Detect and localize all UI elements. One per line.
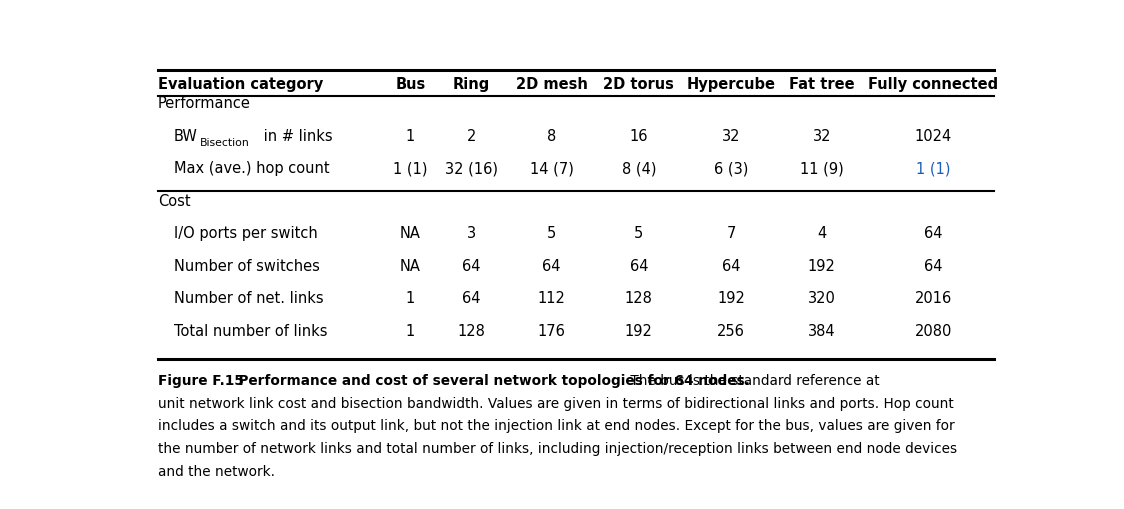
Text: 2D mesh: 2D mesh xyxy=(516,77,588,93)
Text: 8: 8 xyxy=(547,129,556,144)
Text: 1: 1 xyxy=(406,129,415,144)
Text: 1 (1): 1 (1) xyxy=(393,161,428,176)
Text: 64: 64 xyxy=(722,259,741,274)
Text: Total number of links: Total number of links xyxy=(173,324,327,339)
Text: NA: NA xyxy=(400,259,422,274)
Text: 2016: 2016 xyxy=(915,292,952,306)
Text: 6 (3): 6 (3) xyxy=(714,161,749,176)
Text: Evaluation category: Evaluation category xyxy=(157,77,324,93)
Text: 192: 192 xyxy=(808,259,835,274)
Text: Max (ave.) hop count: Max (ave.) hop count xyxy=(173,161,329,176)
Text: 32 (16): 32 (16) xyxy=(445,161,498,176)
Text: 1 (1): 1 (1) xyxy=(916,161,951,176)
Text: Performance and cost of several network topologies for 64 nodes.: Performance and cost of several network … xyxy=(229,374,750,388)
Text: 64: 64 xyxy=(543,259,561,274)
Text: includes a switch and its output link, but not the injection link at end nodes. : includes a switch and its output link, b… xyxy=(157,419,954,434)
Text: Fully connected: Fully connected xyxy=(868,77,998,93)
Text: 176: 176 xyxy=(537,324,565,339)
Text: BW: BW xyxy=(173,129,198,144)
Text: 64: 64 xyxy=(924,259,942,274)
Text: 64: 64 xyxy=(924,227,942,241)
Text: 192: 192 xyxy=(625,324,653,339)
Text: in # links: in # links xyxy=(259,129,333,144)
Text: 112: 112 xyxy=(537,292,565,306)
Text: 2: 2 xyxy=(466,129,477,144)
Text: 11 (9): 11 (9) xyxy=(800,161,844,176)
Text: Performance: Performance xyxy=(157,96,251,111)
Text: 320: 320 xyxy=(808,292,835,306)
Text: Bus: Bus xyxy=(396,77,426,93)
Text: 192: 192 xyxy=(717,292,745,306)
Text: 2D torus: 2D torus xyxy=(604,77,674,93)
Text: 32: 32 xyxy=(813,129,831,144)
Text: 384: 384 xyxy=(808,324,835,339)
Text: 32: 32 xyxy=(722,129,741,144)
Text: 3: 3 xyxy=(466,227,477,241)
Text: 1: 1 xyxy=(406,324,415,339)
Text: 64: 64 xyxy=(462,259,481,274)
Text: 128: 128 xyxy=(625,292,653,306)
Text: 8 (4): 8 (4) xyxy=(622,161,656,176)
Text: 1024: 1024 xyxy=(915,129,952,144)
Text: I/O ports per switch: I/O ports per switch xyxy=(173,227,317,241)
Text: Bisection: Bisection xyxy=(200,138,250,149)
Text: and the network.: and the network. xyxy=(157,465,275,479)
Text: 64: 64 xyxy=(462,292,481,306)
Text: 5: 5 xyxy=(634,227,643,241)
Text: Cost: Cost xyxy=(157,194,191,209)
Text: 7: 7 xyxy=(726,227,736,241)
Text: 128: 128 xyxy=(457,324,486,339)
Text: Ring: Ring xyxy=(453,77,490,93)
Text: the number of network links and total number of links, including injection/recep: the number of network links and total nu… xyxy=(157,442,957,456)
Text: Number of net. links: Number of net. links xyxy=(173,292,324,306)
Text: 2080: 2080 xyxy=(915,324,952,339)
Text: 1: 1 xyxy=(406,292,415,306)
Text: 64: 64 xyxy=(629,259,649,274)
Text: 16: 16 xyxy=(629,129,649,144)
Text: 14 (7): 14 (7) xyxy=(529,161,573,176)
Text: 4: 4 xyxy=(817,227,826,241)
Text: Figure F.15: Figure F.15 xyxy=(157,374,244,388)
Text: The bus is the standard reference at: The bus is the standard reference at xyxy=(626,374,879,388)
Text: unit network link cost and bisection bandwidth. Values are given in terms of bid: unit network link cost and bisection ban… xyxy=(157,397,953,411)
Text: Hypercube: Hypercube xyxy=(687,77,776,93)
Text: 256: 256 xyxy=(717,324,745,339)
Text: NA: NA xyxy=(400,227,422,241)
Text: Fat tree: Fat tree xyxy=(789,77,854,93)
Text: 5: 5 xyxy=(547,227,556,241)
Text: Number of switches: Number of switches xyxy=(173,259,319,274)
